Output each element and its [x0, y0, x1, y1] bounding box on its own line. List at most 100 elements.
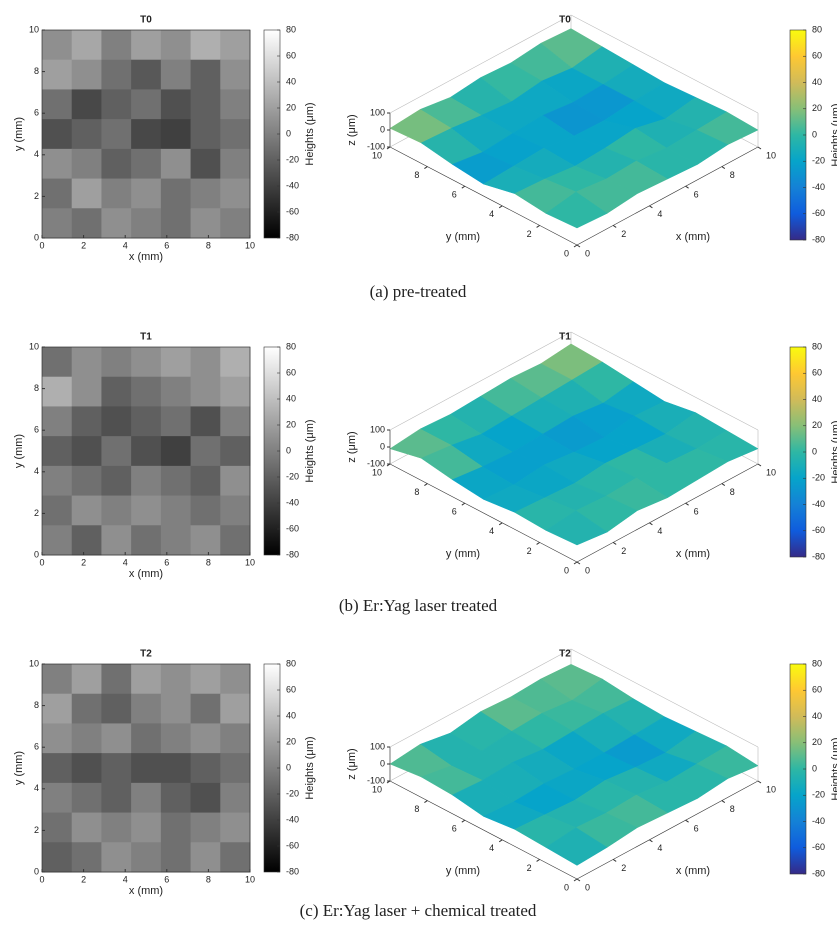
heat-cell	[101, 812, 132, 843]
y-axis-label: y (mm)	[13, 434, 25, 468]
colorbar-tick-label: 0	[286, 128, 291, 138]
heat-cell	[160, 723, 192, 754]
z-tick-label: 100	[370, 424, 385, 434]
colorbar-tick-label: 20	[812, 103, 822, 113]
heat-cell	[131, 465, 162, 497]
x-tick	[757, 463, 762, 467]
heat-cell	[42, 723, 73, 754]
heat-cell	[42, 347, 73, 378]
colorbar-tick-label: 20	[286, 419, 296, 429]
y-tick	[461, 819, 466, 823]
heat-cell	[101, 119, 132, 150]
z-axis-label: z (μm)	[346, 114, 358, 145]
x-axis-label: x (mm)	[129, 885, 163, 897]
heat-cell	[190, 89, 221, 120]
heat-cell	[71, 178, 102, 209]
x-axis-label: x (mm)	[129, 251, 163, 263]
heat-cell	[220, 812, 251, 843]
colorbar-tick-label: -40	[286, 497, 299, 507]
heat-cell	[131, 723, 162, 754]
chart-title: T2	[140, 649, 152, 660]
heat-cell	[220, 782, 251, 814]
x-tick-label: 4	[123, 874, 128, 884]
colorbar-tick-label: -40	[812, 499, 825, 509]
heat-cell	[220, 59, 251, 90]
colorbar-tick-label: -80	[286, 232, 299, 242]
colorbar-tick-label: 80	[812, 658, 822, 668]
heat-cell	[190, 406, 221, 437]
heat-cell	[42, 693, 73, 724]
heat-cell	[71, 693, 102, 724]
x-tick-label: 4	[123, 557, 128, 567]
x-tick-label: 6	[694, 824, 699, 834]
y-axis-label: y (mm)	[446, 548, 480, 560]
heat-cell	[220, 664, 251, 695]
heat-cell	[101, 178, 132, 209]
heat-cell	[131, 119, 162, 150]
y-tick-label: 2	[34, 508, 39, 518]
heat-cell	[71, 376, 102, 407]
heat-cell	[101, 495, 132, 526]
heat-cell	[190, 119, 221, 150]
heat-cell	[190, 465, 221, 497]
heat-cell	[160, 664, 192, 695]
heat-cell	[220, 495, 251, 526]
x-tick-label: 8	[730, 487, 735, 497]
chart-title: T1	[559, 332, 571, 343]
surface-patch	[545, 827, 608, 866]
colorbar-tick-label: 40	[286, 76, 296, 86]
colorbar-label: Heights (μm)	[304, 736, 316, 799]
x-axis-label: x (mm)	[129, 568, 163, 580]
heat-cell	[160, 436, 192, 467]
caption: (a) pre-treated	[370, 282, 467, 301]
heat-cell	[131, 376, 162, 407]
x-tick-label: 0	[39, 557, 44, 567]
y-tick-label: 8	[34, 700, 39, 710]
x-tick	[685, 185, 689, 189]
y-tick	[461, 185, 466, 189]
heat-cell	[71, 436, 102, 467]
heat-cell	[220, 208, 251, 239]
heat-cell	[220, 465, 251, 497]
heat-cell	[190, 148, 221, 180]
x-tick-label: 6	[164, 557, 169, 567]
colorbar-tick-label: 60	[812, 368, 822, 378]
heat-cell	[131, 693, 162, 724]
box-edge	[389, 331, 572, 431]
box-edge	[389, 14, 572, 114]
heat-cell	[42, 842, 73, 873]
colorbar-tick-label: 20	[286, 736, 296, 746]
colorbar-tick-label: 60	[812, 685, 822, 695]
y-tick-label: 0	[564, 248, 569, 258]
y-tick-label: 4	[489, 843, 494, 853]
heat-cell	[71, 812, 102, 843]
y-tick-label: 4	[34, 149, 39, 159]
heat-cell	[160, 465, 192, 497]
y-tick-label: 8	[34, 66, 39, 76]
box-edge	[570, 14, 759, 114]
colorbar-tick-label: 40	[812, 394, 822, 404]
colorbar-label: Heights (μm)	[304, 419, 316, 482]
heat-cell	[190, 436, 221, 467]
chart-title: T2	[559, 649, 571, 660]
heat-cell	[131, 208, 162, 239]
x-tick-label: 4	[657, 843, 662, 853]
heat-cell	[71, 119, 102, 150]
heat-cell	[101, 525, 132, 556]
x-tick-label: 8	[730, 170, 735, 180]
x-tick-label: 8	[206, 874, 211, 884]
heat-cell	[190, 59, 221, 90]
x-tick-label: 4	[123, 240, 128, 250]
x-tick-label: 2	[621, 546, 626, 556]
heat-cell	[220, 436, 251, 467]
heat-cell	[160, 208, 192, 239]
heat-cell	[131, 842, 162, 873]
y-tick-label: 2	[527, 546, 532, 556]
heat-cell	[160, 148, 192, 180]
x-tick	[649, 839, 653, 843]
colorbar-label: Heights (μm)	[830, 737, 837, 800]
colorbar-tick-label: -60	[812, 208, 825, 218]
y-tick-label: 10	[29, 24, 39, 34]
colorbar-tick-label: 80	[812, 341, 822, 351]
y-tick	[424, 800, 428, 804]
